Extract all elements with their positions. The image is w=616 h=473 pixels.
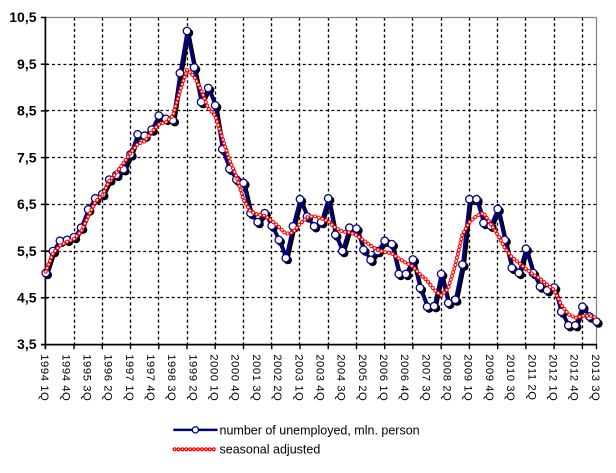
svg-text:2001 3Q: 2001 3Q (250, 354, 262, 401)
svg-text:2006 4Q: 2006 4Q (398, 354, 410, 401)
svg-text:2008 2Q: 2008 2Q (441, 354, 453, 401)
svg-text:5,5: 5,5 (17, 243, 37, 259)
svg-text:2000 4Q: 2000 4Q (229, 354, 241, 401)
svg-text:2007 3Q: 2007 3Q (419, 354, 431, 401)
svg-text:2009 1Q: 2009 1Q (462, 354, 474, 401)
svg-text:seasonal adjusted: seasonal adjusted (220, 443, 321, 457)
svg-text:2003 4Q: 2003 4Q (314, 354, 326, 401)
svg-text:1999 2Q: 1999 2Q (186, 354, 198, 401)
svg-text:2005 2Q: 2005 2Q (356, 354, 368, 401)
svg-text:3,5: 3,5 (17, 336, 37, 352)
svg-text:1997 4Q: 1997 4Q (144, 354, 156, 401)
svg-text:2003 1Q: 2003 1Q (292, 354, 304, 401)
svg-text:9,5: 9,5 (17, 56, 37, 72)
svg-text:10,5: 10,5 (9, 9, 36, 25)
svg-text:1995 3Q: 1995 3Q (81, 354, 93, 401)
svg-text:2012 4Q: 2012 4Q (568, 354, 580, 401)
svg-text:2000 1Q: 2000 1Q (208, 354, 220, 401)
svg-text:6,5: 6,5 (17, 196, 37, 212)
svg-text:1994 1Q: 1994 1Q (38, 354, 50, 401)
svg-text:2004 3Q: 2004 3Q (335, 354, 347, 401)
svg-text:number of unemployed, mln. per: number of unemployed, mln. person (220, 423, 420, 437)
svg-text:4,5: 4,5 (17, 290, 37, 306)
svg-text:8,5: 8,5 (17, 103, 37, 119)
svg-text:1998 3Q: 1998 3Q (165, 354, 177, 401)
svg-text:2011 2Q: 2011 2Q (525, 354, 537, 400)
svg-text:2013 3Q: 2013 3Q (589, 354, 601, 401)
svg-text:1996 2Q: 1996 2Q (102, 354, 114, 401)
svg-text:2012 1Q: 2012 1Q (546, 354, 558, 401)
svg-text:1994 4Q: 1994 4Q (59, 354, 71, 401)
svg-text:2009 4Q: 2009 4Q (483, 354, 495, 401)
svg-text:2002 2Q: 2002 2Q (271, 354, 283, 401)
svg-text:1997 1Q: 1997 1Q (123, 354, 135, 401)
svg-text:2010 3Q: 2010 3Q (504, 354, 516, 401)
svg-text:7,5: 7,5 (17, 149, 37, 165)
svg-text:2006 1Q: 2006 1Q (377, 354, 389, 401)
